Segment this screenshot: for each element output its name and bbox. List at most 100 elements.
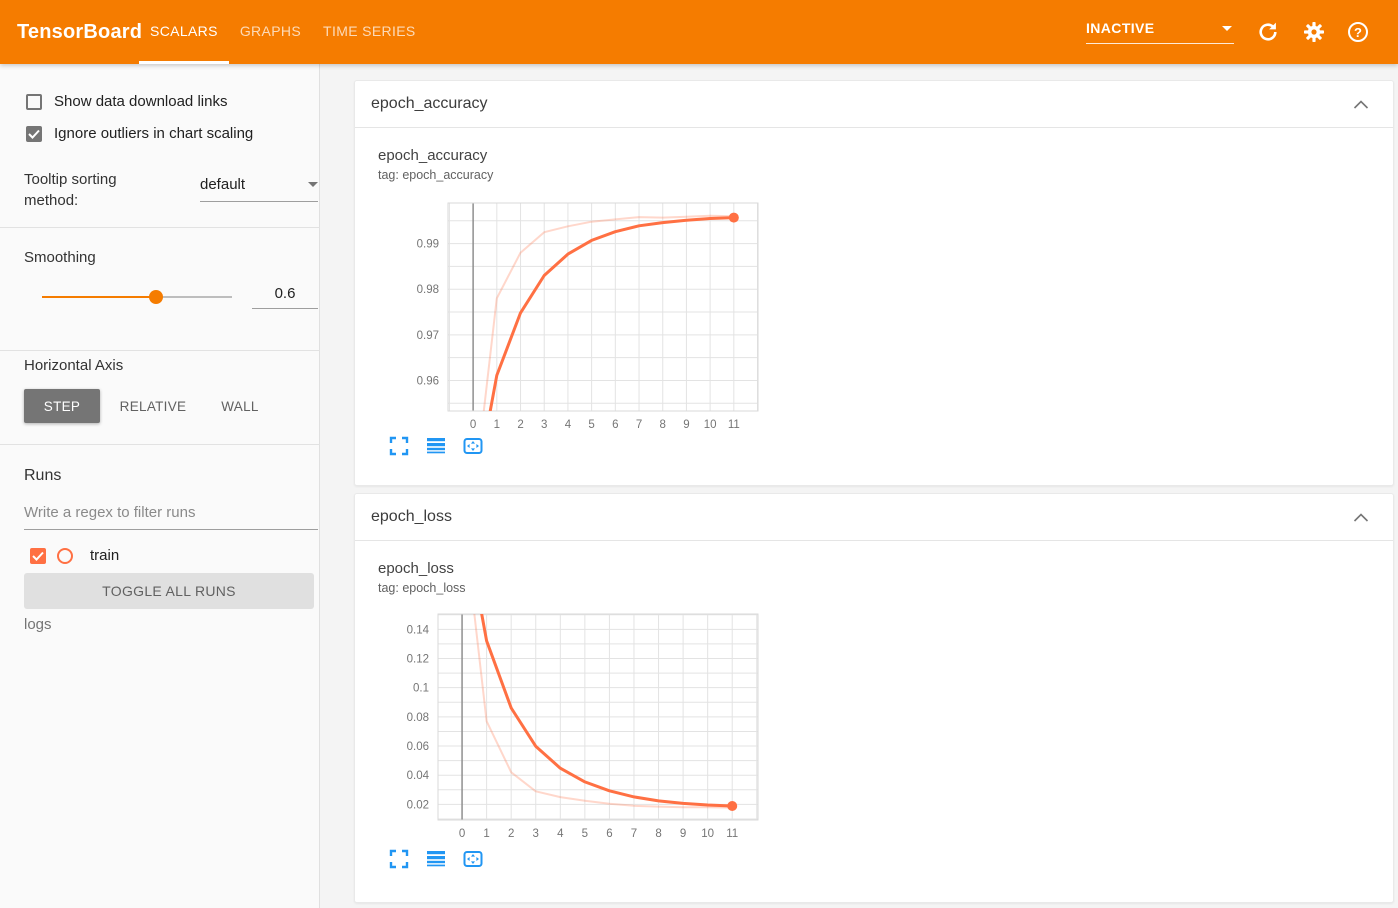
svg-text:11: 11 [726, 828, 738, 840]
card-title: epoch_accuracy [371, 95, 488, 112]
logdir-label: logs [24, 616, 52, 633]
svg-text:0: 0 [470, 419, 476, 431]
run-row-train[interactable]: train [30, 547, 119, 564]
divider [0, 350, 320, 351]
svg-text:3: 3 [533, 828, 539, 840]
svg-text:2: 2 [517, 419, 523, 431]
log-scale-icon[interactable] [426, 436, 446, 456]
svg-text:9: 9 [680, 828, 686, 840]
svg-text:0.14: 0.14 [407, 624, 430, 636]
axis-relative-button[interactable]: RELATIVE [119, 398, 187, 414]
chart-title: epoch_accuracy [378, 147, 488, 164]
card-title: epoch_loss [371, 508, 452, 525]
svg-text:1: 1 [483, 828, 489, 840]
caret-down-icon [308, 182, 318, 187]
refresh-icon[interactable] [1256, 20, 1280, 44]
checkbox-label: Show data download links [54, 93, 228, 110]
axis-step-button[interactable]: STEP [24, 389, 100, 423]
svg-text:0: 0 [459, 828, 465, 840]
ignore-outliers-checkbox[interactable]: Ignore outliers in chart scaling [26, 125, 253, 142]
run-checkbox-checked-icon[interactable] [30, 547, 46, 564]
expand-chart-icon[interactable] [389, 849, 409, 869]
axis-wall-button[interactable]: WALL [221, 398, 259, 414]
svg-text:0.99: 0.99 [417, 239, 439, 251]
scalar-card-epoch-accuracy: epoch_accuracy epoch_accuracy tag: epoch… [354, 80, 1394, 486]
divider [0, 227, 320, 228]
app-title: TensorBoard [17, 20, 143, 43]
toggle-all-runs-button[interactable]: TOGGLE ALL RUNS [24, 573, 314, 609]
expand-chart-icon[interactable] [389, 436, 409, 456]
tab-scalars[interactable]: SCALARS [139, 0, 229, 64]
svg-text:9: 9 [683, 419, 689, 431]
divider [0, 444, 320, 445]
svg-text:10: 10 [704, 419, 717, 431]
loss-line-chart[interactable]: 0 1 2 3 4 5 6 7 8 9 10 11 0.02 0.04 0.06 0.08 0.1 0.12 0.1… [391, 610, 771, 850]
svg-text:6: 6 [612, 419, 618, 431]
chevron-up-icon[interactable] [1353, 512, 1369, 522]
svg-text:0.08: 0.08 [407, 712, 429, 724]
chart-tag: tag: epoch_accuracy [378, 168, 494, 182]
svg-text:3: 3 [541, 419, 547, 431]
smoothing-label: Smoothing [24, 249, 96, 266]
card-header[interactable]: epoch_loss [355, 494, 1393, 541]
help-glyph: ? [1354, 24, 1362, 40]
smoothing-value-input[interactable]: 0.6 [252, 285, 318, 309]
svg-text:2: 2 [508, 828, 514, 840]
svg-text:0.97: 0.97 [417, 330, 439, 342]
caret-down-icon [1222, 25, 1232, 31]
svg-text:1: 1 [494, 419, 500, 431]
header-controls: INACTIVE [1086, 0, 1398, 64]
svg-text:5: 5 [588, 419, 594, 431]
card-header[interactable]: epoch_accuracy [355, 81, 1393, 128]
svg-text:0.06: 0.06 [407, 741, 429, 753]
svg-text:6: 6 [606, 828, 612, 840]
checkbox-checked-icon [26, 125, 42, 142]
runs-filter-input[interactable] [24, 504, 318, 530]
tooltip-sorting-dropdown[interactable]: default [200, 176, 318, 202]
svg-text:10: 10 [701, 828, 714, 840]
svg-text:0.96: 0.96 [417, 375, 439, 387]
svg-text:11: 11 [728, 419, 740, 431]
svg-text:7: 7 [636, 419, 642, 431]
fit-domain-icon[interactable] [463, 436, 483, 456]
status-value: INACTIVE [1086, 20, 1155, 36]
svg-text:7: 7 [631, 828, 637, 840]
svg-text:4: 4 [557, 828, 564, 840]
svg-text:4: 4 [565, 419, 572, 431]
smoothing-slider-thumb[interactable] [149, 290, 163, 304]
tab-graphs[interactable]: GRAPHS [239, 22, 302, 39]
chart-toolbar [389, 436, 483, 456]
smoothing-slider-fill [42, 296, 156, 298]
log-scale-icon[interactable] [426, 849, 446, 869]
tab-time-series[interactable]: TIME SERIES [323, 22, 416, 39]
dropdown-value: default [200, 176, 246, 193]
accuracy-line-chart[interactable]: 0 1 2 3 4 5 6 7 8 9 10 11 0.96 0.97 0.98 0.99 [391, 199, 771, 439]
svg-text:0.12: 0.12 [407, 653, 429, 665]
chart-toolbar [389, 849, 483, 869]
horizontal-axis-label: Horizontal Axis [24, 357, 124, 374]
chevron-up-icon[interactable] [1353, 99, 1369, 109]
help-icon[interactable]: ? [1348, 20, 1372, 44]
tooltip-sorting-label: Tooltip sorting method: [24, 171, 117, 209]
settings-sidebar: Show data download links Ignore outliers… [0, 64, 320, 908]
app-header: TensorBoard SCALARS GRAPHS TIME SERIES I… [0, 0, 1398, 64]
run-name-label: train [90, 547, 120, 564]
svg-text:0.98: 0.98 [417, 284, 439, 296]
scalar-card-epoch-loss: epoch_loss epoch_loss tag: epoch_loss 0 1… [354, 493, 1394, 903]
checkbox-unchecked-icon [26, 93, 42, 110]
chart-title: epoch_loss [378, 560, 454, 577]
nav-tabs: SCALARS GRAPHS TIME SERIES [139, 0, 427, 64]
checkbox-label: Ignore outliers in chart scaling [54, 125, 254, 142]
svg-text:0.1: 0.1 [413, 683, 429, 695]
fit-domain-icon[interactable] [463, 849, 483, 869]
run-color-swatch-icon[interactable] [57, 547, 73, 564]
chart-tag: tag: epoch_loss [378, 581, 466, 595]
svg-text:0.04: 0.04 [407, 770, 430, 782]
runs-section-label: Runs [24, 467, 62, 484]
svg-text:5: 5 [582, 828, 588, 840]
show-download-links-checkbox[interactable]: Show data download links [26, 93, 227, 110]
svg-text:8: 8 [660, 419, 666, 431]
reload-status-select[interactable]: INACTIVE [1086, 20, 1234, 44]
svg-text:0.02: 0.02 [407, 799, 429, 811]
settings-gear-icon[interactable] [1302, 20, 1326, 44]
